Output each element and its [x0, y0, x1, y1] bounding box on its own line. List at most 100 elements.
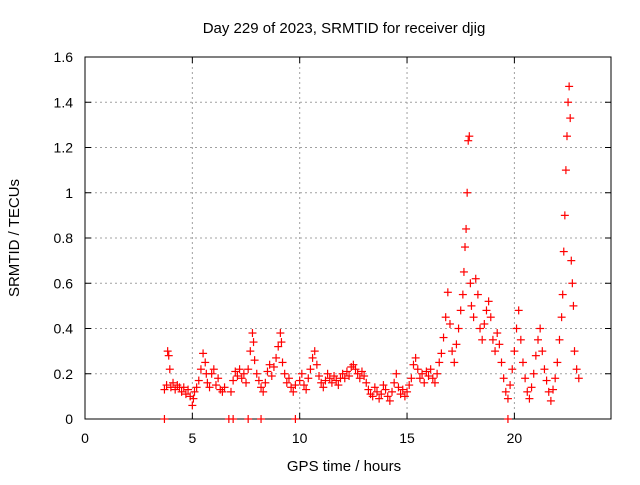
- data-point: [269, 362, 278, 371]
- data-point: [493, 329, 502, 338]
- chart-title: Day 229 of 2023, SRMTID for receiver dji…: [203, 20, 486, 37]
- data-point: [441, 313, 450, 322]
- data-point: [205, 383, 214, 392]
- data-point: [171, 385, 180, 394]
- data-point: [482, 306, 491, 315]
- data-points: [160, 82, 583, 423]
- data-point: [385, 396, 394, 405]
- data-point: [209, 365, 218, 374]
- data-point: [529, 369, 538, 378]
- y-tick-label: 0.4: [54, 321, 74, 337]
- data-point: [486, 313, 495, 322]
- data-point: [525, 394, 534, 403]
- data-point: [480, 319, 489, 328]
- data-point: [302, 385, 311, 394]
- data-point: [572, 365, 581, 374]
- data-point: [355, 374, 364, 383]
- data-point: [570, 347, 579, 356]
- data-point: [518, 358, 527, 367]
- data-point: [360, 372, 369, 381]
- data-point: [565, 82, 574, 91]
- data-point: [564, 98, 573, 107]
- data-point: [566, 114, 575, 123]
- data-point: [177, 387, 186, 396]
- data-point: [569, 301, 578, 310]
- data-point: [334, 381, 343, 390]
- data-point: [166, 383, 175, 392]
- data-point: [527, 383, 536, 392]
- data-point: [244, 415, 253, 423]
- data-point: [261, 378, 270, 387]
- data-point: [190, 387, 199, 396]
- data-point: [538, 347, 547, 356]
- data-point: [551, 374, 560, 383]
- data-point: [495, 340, 504, 349]
- data-point: [325, 374, 334, 383]
- data-point: [388, 387, 397, 396]
- data-point: [231, 367, 240, 376]
- y-tick-label: 0.2: [54, 366, 74, 382]
- data-point: [478, 335, 487, 344]
- data-point: [560, 211, 569, 220]
- data-point: [226, 387, 235, 396]
- x-tick-label: 10: [292, 430, 308, 446]
- data-point: [188, 401, 197, 410]
- x-axis-label: GPS time / hours: [287, 458, 401, 475]
- data-point: [299, 381, 308, 390]
- data-point: [160, 385, 169, 394]
- data-point: [196, 365, 205, 374]
- data-point: [445, 319, 454, 328]
- data-point: [523, 387, 532, 396]
- grid-lines: [85, 57, 611, 419]
- data-point: [448, 347, 457, 356]
- data-point: [372, 387, 381, 396]
- data-point: [257, 383, 266, 392]
- x-tick-label: 20: [507, 430, 523, 446]
- data-point: [508, 365, 517, 374]
- data-point: [553, 358, 562, 367]
- data-point: [244, 365, 253, 374]
- data-point: [237, 374, 246, 383]
- data-point: [179, 383, 188, 392]
- data-point: [435, 358, 444, 367]
- data-point: [439, 333, 448, 342]
- data-point: [488, 335, 497, 344]
- data-point: [450, 358, 459, 367]
- data-point: [249, 338, 258, 347]
- data-point: [278, 358, 287, 367]
- data-point: [353, 369, 362, 378]
- data-point: [199, 349, 208, 358]
- data-point: [514, 306, 523, 315]
- data-point: [289, 387, 298, 396]
- data-point: [484, 297, 493, 306]
- y-tick-label: 1.4: [54, 94, 74, 110]
- data-point: [437, 349, 446, 358]
- data-point: [512, 324, 521, 333]
- data-point: [235, 365, 244, 374]
- data-point: [282, 378, 291, 387]
- data-point: [392, 369, 401, 378]
- data-point: [465, 132, 474, 141]
- data-point: [267, 372, 276, 381]
- data-point: [192, 383, 201, 392]
- data-point: [295, 376, 304, 385]
- data-point: [405, 381, 414, 390]
- data-point: [184, 385, 193, 394]
- data-point: [411, 353, 420, 362]
- data-point: [248, 329, 257, 338]
- data-point: [409, 360, 418, 369]
- data-point: [340, 374, 349, 383]
- data-point: [254, 376, 263, 385]
- data-point: [471, 274, 480, 283]
- data-point: [464, 136, 473, 145]
- data-point: [194, 376, 203, 385]
- data-point: [415, 374, 424, 383]
- data-point: [420, 378, 429, 387]
- data-point: [312, 360, 321, 369]
- data-point: [332, 376, 341, 385]
- data-point: [162, 381, 171, 390]
- data-point: [544, 387, 553, 396]
- data-point: [510, 347, 519, 356]
- data-point: [349, 360, 358, 369]
